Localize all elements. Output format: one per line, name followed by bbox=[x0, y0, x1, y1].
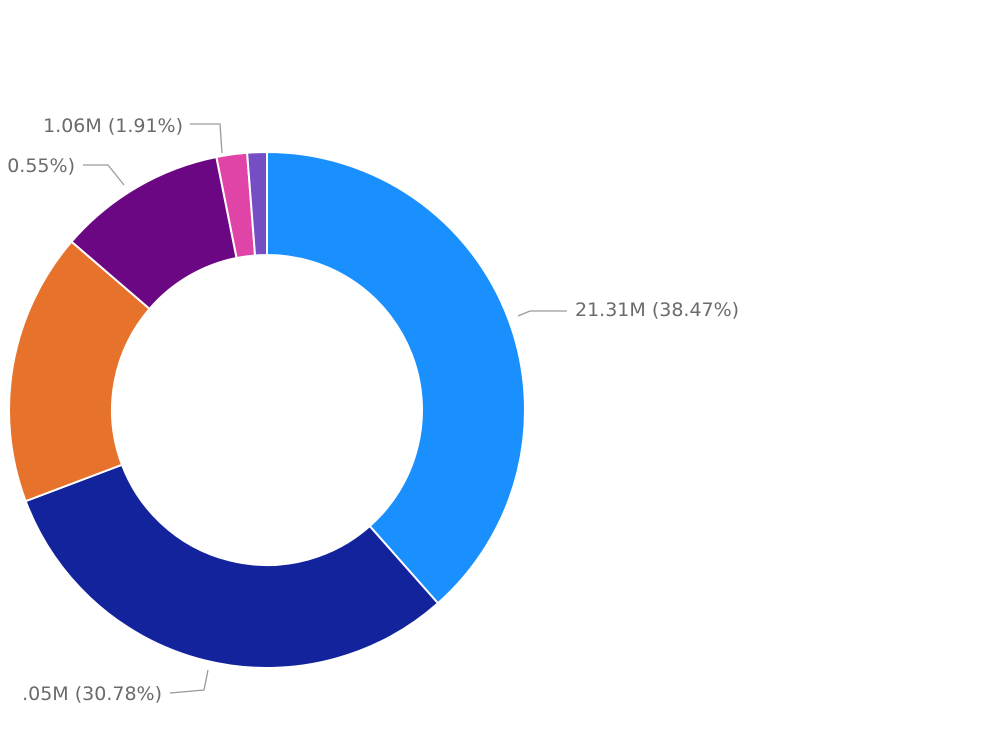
data-label-3: 0.55%) bbox=[7, 155, 75, 177]
leader-line-3 bbox=[83, 164, 125, 186]
data-label-1: .05M (30.78%) bbox=[22, 683, 162, 705]
donut-slice-0[interactable] bbox=[266, 150, 526, 605]
data-label-4: 1.06M (1.91%) bbox=[43, 115, 183, 137]
leader-line-0 bbox=[517, 310, 567, 317]
data-label-0: 21.31M (38.47%) bbox=[575, 299, 739, 321]
donut-slice-1[interactable] bbox=[24, 463, 440, 669]
donut-slice-5[interactable] bbox=[246, 150, 268, 257]
leader-line-1 bbox=[169, 669, 209, 694]
leader-line-4 bbox=[190, 123, 223, 154]
